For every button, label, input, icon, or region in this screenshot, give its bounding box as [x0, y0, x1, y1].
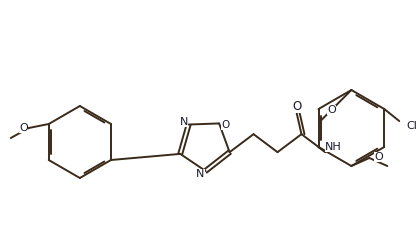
- Text: O: O: [374, 152, 383, 162]
- Text: Cl: Cl: [406, 121, 417, 131]
- Text: O: O: [19, 123, 28, 133]
- Text: NH: NH: [325, 142, 342, 152]
- Text: N: N: [179, 117, 188, 126]
- Text: N: N: [197, 169, 205, 179]
- Text: O: O: [221, 120, 229, 131]
- Text: O: O: [327, 105, 336, 115]
- Text: O: O: [293, 100, 302, 113]
